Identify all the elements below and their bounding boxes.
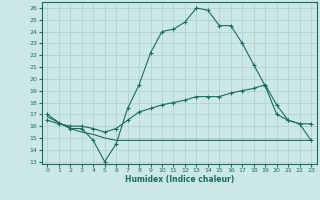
X-axis label: Humidex (Indice chaleur): Humidex (Indice chaleur): [124, 175, 234, 184]
